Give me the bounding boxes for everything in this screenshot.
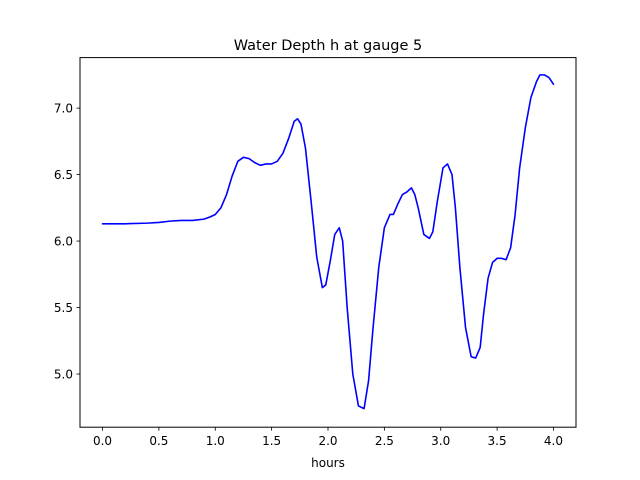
x-axis: 0.0 0.5 1.0 1.5 2.0 2.5 3.0 3.5 4.0 <box>93 427 563 448</box>
chart-title: Water Depth h at gauge 5 <box>234 38 422 54</box>
x-tick-label: 2.0 <box>318 434 337 448</box>
y-axis: 5.0 5.5 6.0 6.5 7.0 <box>54 101 80 381</box>
y-tick-label: 5.0 <box>54 367 73 381</box>
x-tick-label: 0.5 <box>149 434 168 448</box>
series-line-0 <box>101 74 555 410</box>
x-tick-label: 2.5 <box>375 434 394 448</box>
x-tick-label: 3.0 <box>431 434 450 448</box>
y-tick-label: 7.0 <box>54 101 73 115</box>
plot-content <box>101 74 555 410</box>
x-tick-label: 1.0 <box>206 434 225 448</box>
y-tick-label: 6.5 <box>54 168 73 182</box>
x-tick-label: 1.5 <box>262 434 281 448</box>
x-tick-label: 3.5 <box>488 434 507 448</box>
y-tick-label: 5.5 <box>54 301 73 315</box>
y-tick-label: 6.0 <box>54 234 73 248</box>
x-tick-label: 4.0 <box>544 434 563 448</box>
x-tick-label: 0.0 <box>93 434 112 448</box>
x-axis-label: hours <box>311 456 345 470</box>
